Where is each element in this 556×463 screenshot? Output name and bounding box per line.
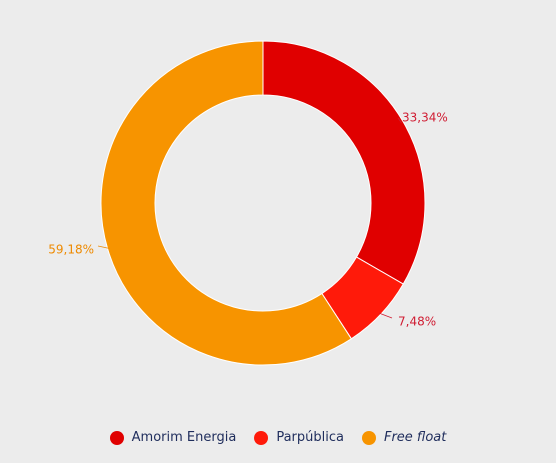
slice-value-label-1: 7,48% [398,315,436,329]
leader-line-1 [378,312,393,319]
leader-line-2 [97,245,110,249]
legend-label-0: Amorim Energia [131,430,237,445]
legend-item-0[interactable]: Amorim Energia [109,430,237,445]
legend-swatch-0 [109,430,124,445]
legend-item-2[interactable]: Free float [361,430,447,445]
slice-value-label-2: 59,18% [48,243,94,257]
donut-slice-0 [262,40,426,285]
legend-swatch-2 [361,430,376,445]
legend-label-1: Parpública [276,430,344,445]
donut-svg: 33,34% 7,48% 59,18% [48,40,448,366]
legend-item-1[interactable]: Parpública [254,430,344,445]
legend-label-2: Free float [383,430,447,445]
donut-slice-2 [100,40,353,366]
legend-swatch-1 [254,430,269,445]
chart-legend: Amorim Energia Parpública Free float [0,430,556,445]
leader-line-0 [397,117,402,124]
slice-value-label-0: 33,34% [402,111,448,125]
